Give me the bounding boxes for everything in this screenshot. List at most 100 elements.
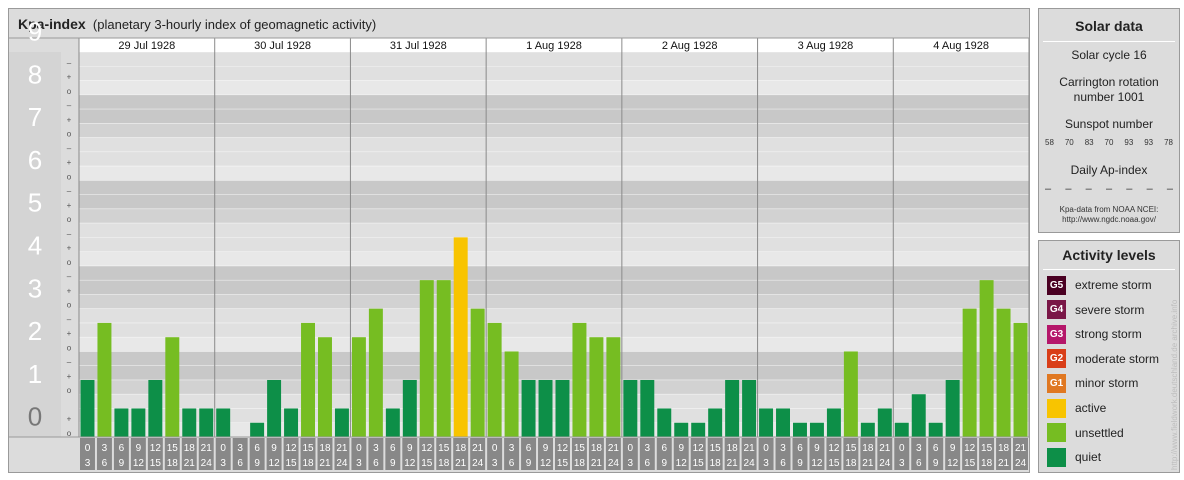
y-tick-label: 7 xyxy=(28,102,42,132)
interval-cell xyxy=(928,438,944,470)
interval-end-label: 21 xyxy=(862,458,874,469)
kp-bar xyxy=(165,337,180,437)
kp-bar xyxy=(284,408,299,437)
sub-tick-label: + xyxy=(67,115,72,124)
interval-end-label: 18 xyxy=(302,458,314,469)
interval-cell xyxy=(775,438,791,470)
interval-end-label: 24 xyxy=(472,458,484,469)
y-tick-label: 8 xyxy=(28,59,42,89)
interval-start-label: 9 xyxy=(271,443,277,454)
sub-tick-label: – xyxy=(67,315,72,324)
legend-label: strong storm xyxy=(1075,327,1142,342)
interval-start-label: 3 xyxy=(237,443,243,454)
kp-bar xyxy=(521,379,536,437)
interval-end-label: 18 xyxy=(167,458,179,469)
y-tick-label: 9 xyxy=(28,17,42,47)
interval-end-label: 6 xyxy=(916,458,922,469)
ap-value: – xyxy=(1166,183,1173,195)
interval-start-label: 0 xyxy=(85,443,91,454)
interval-cell xyxy=(351,438,367,470)
interval-end-label: 24 xyxy=(336,458,348,469)
carrington-rotation-line2: number 1001 xyxy=(1073,90,1145,104)
legend-swatch: G1 xyxy=(1047,373,1066,393)
interval-end-label: 9 xyxy=(661,458,667,469)
band-lower xyxy=(79,208,1029,224)
legend-swatch xyxy=(1047,423,1066,443)
band-lower xyxy=(79,422,1029,437)
sub-tick-label: o xyxy=(67,429,72,438)
interval-start-label: 0 xyxy=(763,443,769,454)
ap-value: – xyxy=(1085,183,1092,195)
interval-cell xyxy=(504,438,520,470)
y-tick-label: 0 xyxy=(28,402,42,432)
interval-end-label: 24 xyxy=(1015,458,1027,469)
interval-start-label: 18 xyxy=(319,443,331,454)
interval-cell xyxy=(571,438,587,470)
kp-bar xyxy=(199,408,214,437)
interval-cell xyxy=(453,438,469,470)
sunspot-value: 93 xyxy=(1124,138,1134,147)
interval-cell xyxy=(809,438,825,470)
interval-start-label: 15 xyxy=(574,443,586,454)
day-label: 30 Jul 1928 xyxy=(254,40,311,52)
data-credit-link[interactable]: http://www.ngdc.noaa.gov/ xyxy=(1062,215,1156,224)
chart-subtitle: (planetary 3-hourly index of geomagnetic… xyxy=(92,17,377,32)
y-scale-bg xyxy=(9,52,61,437)
interval-end-label: 6 xyxy=(237,458,243,469)
legend-swatch: G2 xyxy=(1047,349,1066,369)
sunspot-value: 70 xyxy=(1104,138,1114,147)
ap-value: – xyxy=(1045,183,1052,195)
kp-bar xyxy=(148,379,163,437)
interval-end-label: 12 xyxy=(947,458,959,469)
interval-cell xyxy=(826,438,842,470)
interval-end-label: 18 xyxy=(438,458,450,469)
y-tick-label: 2 xyxy=(28,316,42,346)
kp-bar xyxy=(131,408,146,437)
sub-tick-label: o xyxy=(67,386,72,395)
interval-end-label: 15 xyxy=(285,458,297,469)
interval-cell xyxy=(317,438,333,470)
interval-cell xyxy=(334,438,350,470)
interval-start-label: 0 xyxy=(899,443,905,454)
interval-start-label: 21 xyxy=(336,443,348,454)
interval-start-label: 18 xyxy=(862,443,874,454)
solar-cycle: Solar cycle 16 xyxy=(1071,48,1147,62)
interval-end-label: 21 xyxy=(455,458,467,469)
band-lower xyxy=(79,80,1029,95)
interval-end-label: 9 xyxy=(526,458,532,469)
interval-cell xyxy=(707,438,723,470)
legend-swatch: G4 xyxy=(1047,300,1066,320)
kp-bar xyxy=(979,280,994,437)
interval-cell xyxy=(843,438,859,470)
interval-cell xyxy=(894,438,910,470)
kp-bar xyxy=(843,351,858,437)
sub-tick-label: o xyxy=(67,215,72,224)
sunspot-value: 70 xyxy=(1064,138,1074,147)
interval-end-label: 12 xyxy=(540,458,552,469)
activity-levels-divider xyxy=(1043,269,1175,270)
interval-cell xyxy=(419,438,435,470)
legend-item: G4 severe storm xyxy=(1047,300,1144,320)
interval-cell xyxy=(402,438,418,470)
interval-cell xyxy=(249,438,265,470)
interval-cell xyxy=(368,438,384,470)
interval-end-label: 18 xyxy=(710,458,722,469)
legend-label: severe storm xyxy=(1075,302,1145,317)
interval-cell xyxy=(232,438,248,470)
interval-start-label: 0 xyxy=(492,443,498,454)
ap-value: – xyxy=(1065,183,1072,195)
interval-end-label: 24 xyxy=(201,458,213,469)
interval-start-label: 9 xyxy=(407,443,413,454)
kp-bar xyxy=(606,337,621,437)
legend-swatch: G3 xyxy=(1047,324,1066,344)
kp-bar xyxy=(860,422,875,437)
interval-cell xyxy=(385,438,401,470)
legend-item: G3 strong storm xyxy=(1047,324,1142,344)
interval-cell xyxy=(656,438,672,470)
interval-start-label: 9 xyxy=(814,443,820,454)
band-lower xyxy=(79,123,1029,138)
sub-tick-label: + xyxy=(67,158,72,167)
interval-cell xyxy=(741,438,757,470)
interval-end-label: 6 xyxy=(645,458,651,469)
interval-cell xyxy=(215,438,231,470)
